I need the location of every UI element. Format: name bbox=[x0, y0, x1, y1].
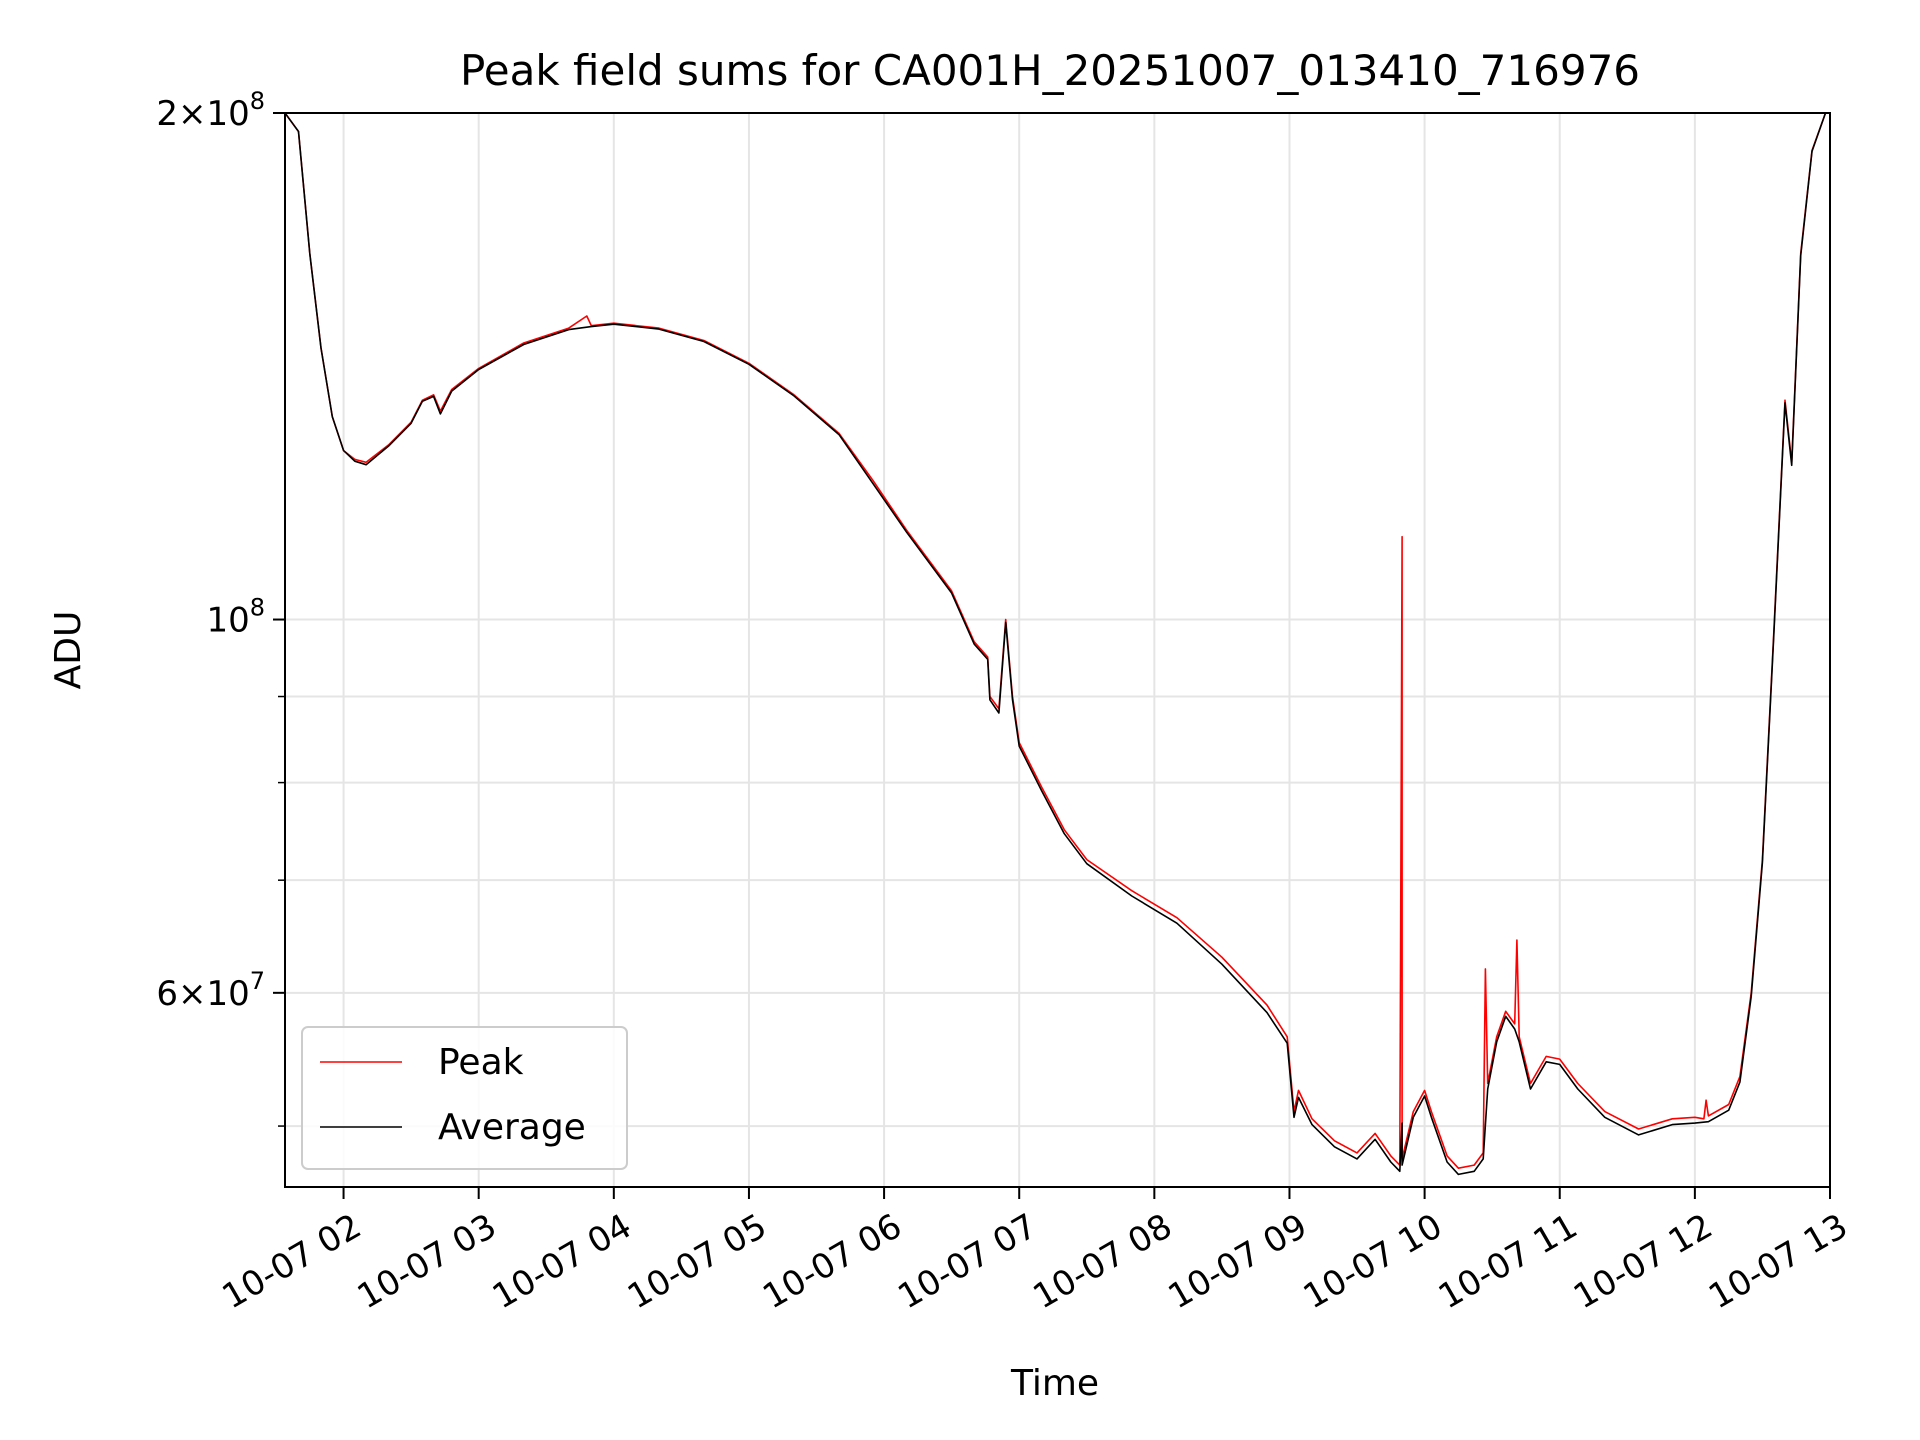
y-tick-label: 2×108 bbox=[156, 87, 265, 134]
y-tick-label: 6×107 bbox=[156, 967, 265, 1014]
x-axis-label: Time bbox=[1010, 1363, 1099, 1404]
chart-title: Peak field sums for CA001H_20251007_0134… bbox=[460, 46, 1640, 95]
legend-label-peak: Peak bbox=[438, 1042, 524, 1083]
legend-label-average: Average bbox=[438, 1107, 586, 1148]
y-axis-label: ADU bbox=[48, 611, 89, 690]
plot-frame bbox=[284, 112, 1831, 1188]
series-line-average bbox=[285, 113, 1830, 1176]
legend: Peak Average bbox=[301, 1026, 628, 1170]
plot-series bbox=[285, 113, 1830, 1176]
series-line-peak bbox=[285, 113, 1830, 1169]
